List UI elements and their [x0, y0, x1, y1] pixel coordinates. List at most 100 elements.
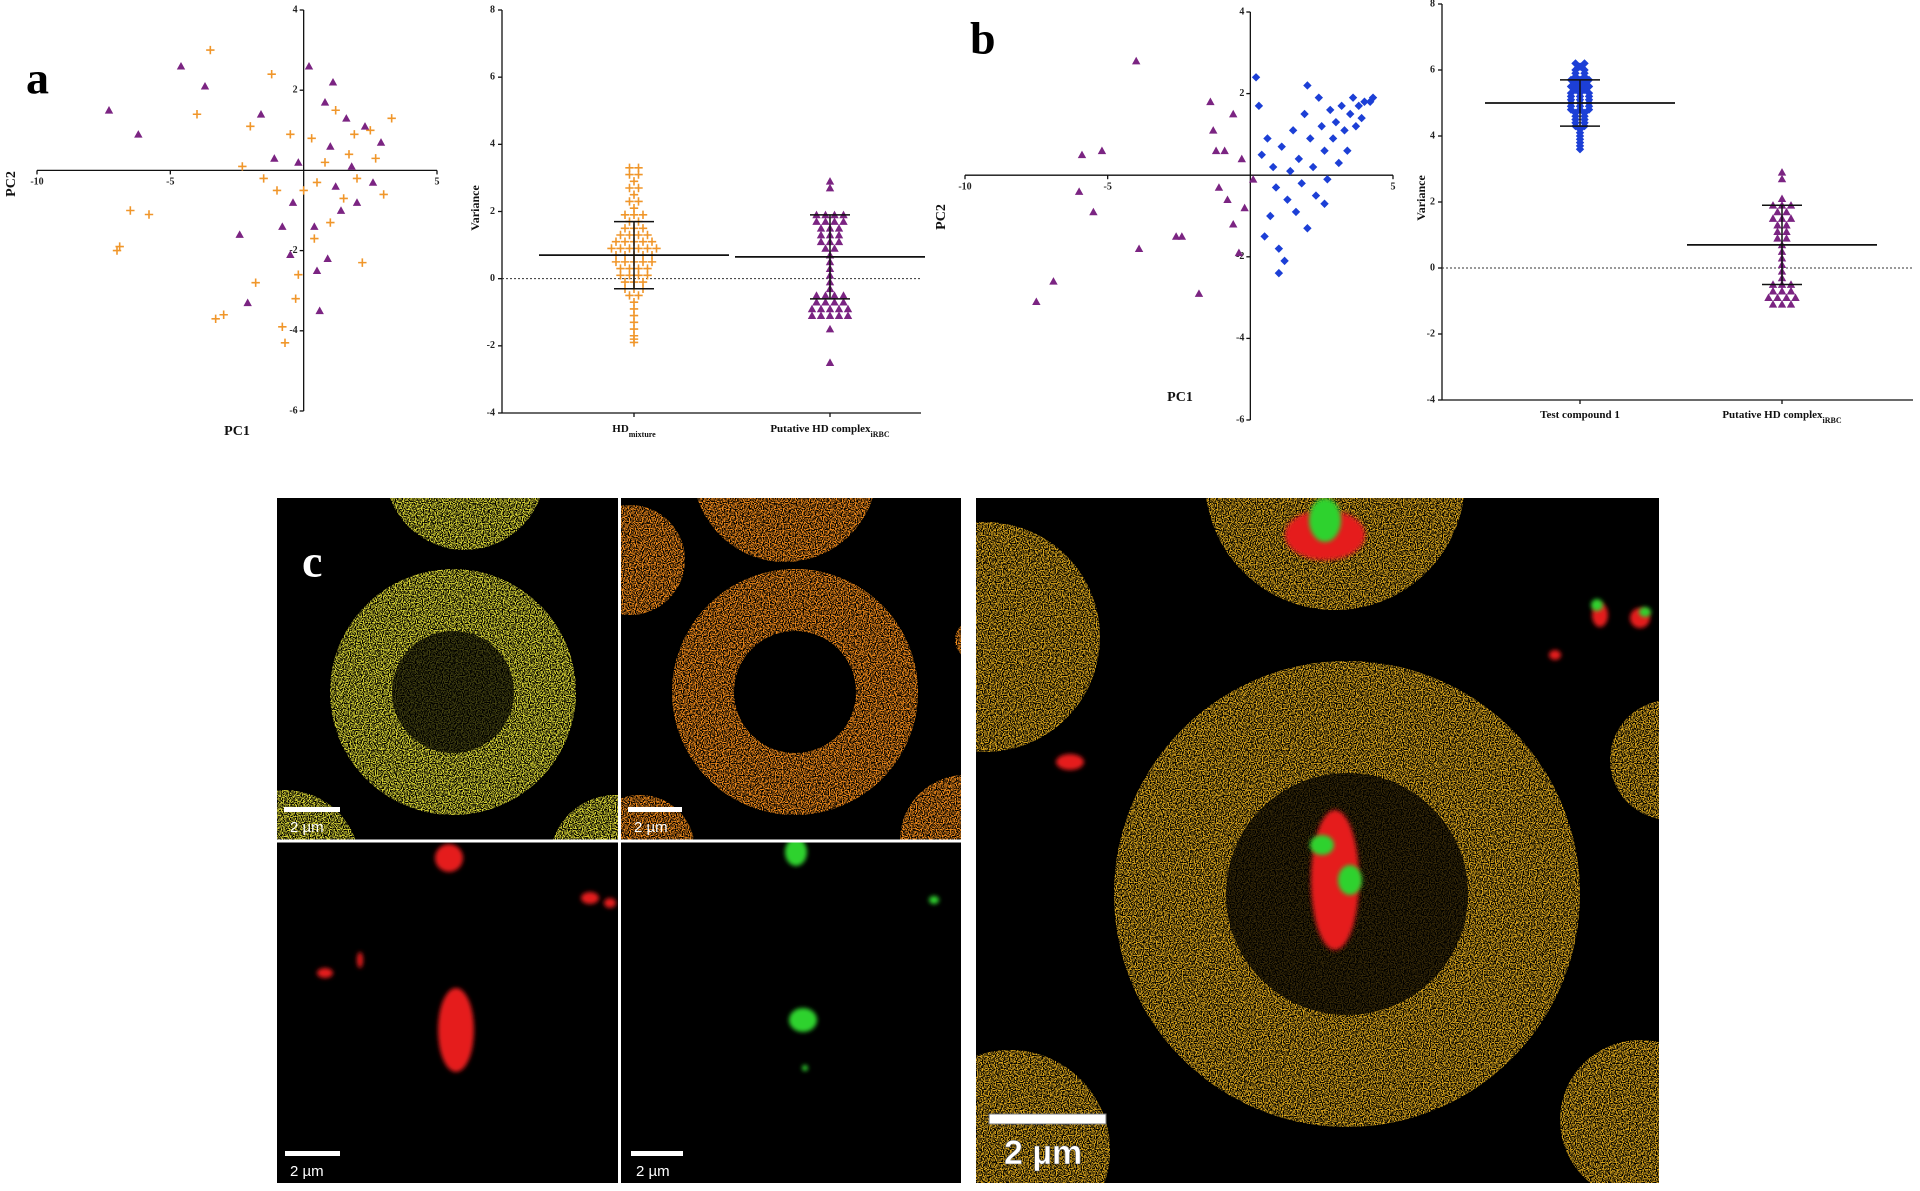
triangle-marker	[312, 266, 322, 275]
triangle-marker	[1773, 207, 1782, 216]
x-tick-label: -5	[1103, 181, 1111, 192]
y-tick-label: 4	[293, 4, 298, 15]
y-tick-label: 8	[1430, 0, 1435, 9]
plus-marker	[620, 237, 630, 246]
plus-marker	[629, 334, 639, 344]
y-tick-label: 2	[293, 84, 298, 95]
triangle-marker	[1782, 293, 1791, 302]
triangle-marker	[1223, 195, 1232, 204]
plus-marker	[126, 206, 135, 215]
triangle-marker	[1074, 187, 1084, 195]
plus-marker	[259, 174, 268, 183]
triangle-marker	[1211, 146, 1221, 155]
triangle-marker	[1773, 227, 1782, 236]
diamond-marker	[1283, 195, 1292, 204]
triangle-marker	[825, 183, 835, 192]
x-tick-label: Test compound 1	[1540, 409, 1620, 421]
triangle-marker	[1248, 175, 1258, 183]
diamond-marker	[1286, 166, 1295, 176]
y-tick-label: 2	[1239, 88, 1244, 99]
diamond-marker	[1337, 101, 1346, 111]
plus-marker	[625, 244, 634, 253]
x-tick-label: -10	[958, 181, 971, 192]
triangle-marker	[812, 297, 821, 306]
diamond-marker	[1260, 232, 1269, 241]
diamond-marker	[1303, 224, 1312, 233]
triangle-marker	[200, 81, 210, 90]
triangle-marker	[1786, 286, 1796, 295]
plus-marker	[625, 230, 634, 240]
panel-label: b	[970, 13, 996, 64]
triangle-marker	[821, 291, 830, 299]
diamond-marker	[1571, 79, 1580, 88]
diamond-marker	[1580, 79, 1589, 88]
triangle-marker	[834, 304, 844, 313]
triangle-marker	[315, 306, 324, 315]
plus-marker	[115, 242, 124, 251]
y-tick-label: 4	[1239, 6, 1244, 17]
diamond-marker	[1300, 109, 1309, 119]
diamond-marker	[1354, 101, 1363, 111]
y-tick-label: -6	[289, 405, 297, 416]
micrograph-red	[277, 842, 618, 1183]
triangle-marker	[256, 110, 266, 118]
scale-label: 2 µm	[290, 1163, 324, 1180]
triangle-marker	[821, 297, 830, 306]
diamond-marker	[1575, 145, 1585, 154]
x-tick-label: HDmixture	[612, 423, 656, 439]
triangle-marker	[1229, 109, 1238, 118]
triangle-marker	[816, 224, 826, 232]
error-bar	[1560, 79, 1600, 127]
triangle-marker	[1077, 150, 1087, 159]
y-tick-label: 8	[490, 4, 495, 15]
triangle-marker	[360, 122, 370, 130]
category-name: Putative HD complex	[770, 423, 871, 435]
triangle-marker	[830, 297, 839, 306]
triangle-marker	[816, 230, 826, 239]
y-tick-label: -2	[289, 245, 297, 256]
plus-marker	[219, 310, 228, 319]
triangle-marker	[323, 254, 332, 262]
triangle-marker	[243, 298, 252, 307]
y-tick-label: -2	[1236, 251, 1244, 262]
y-tick-label: 2	[490, 206, 495, 217]
diamond-marker	[1326, 105, 1335, 115]
triangle-marker	[1768, 214, 1778, 222]
diamond-marker	[1320, 146, 1329, 155]
y-tick-label: -4	[1427, 394, 1435, 405]
diamond-marker	[1320, 199, 1329, 208]
plus-marker	[307, 134, 316, 143]
triangle-marker	[1782, 234, 1791, 242]
triangle-marker	[1209, 126, 1218, 134]
error-bar	[1762, 204, 1802, 286]
triangle-marker	[1777, 174, 1787, 183]
triangle-marker	[807, 311, 817, 319]
diamond-marker	[1308, 162, 1318, 172]
diamond-marker	[1294, 154, 1304, 164]
plus-marker	[647, 237, 657, 246]
category-name: HD	[612, 423, 629, 435]
diamond-marker	[1291, 207, 1301, 217]
triangle-marker	[1177, 232, 1187, 240]
triangle-marker	[812, 217, 821, 225]
triangle-marker	[1132, 56, 1141, 65]
triangle-marker	[1786, 214, 1796, 222]
triangle-marker	[1089, 207, 1098, 216]
triangle-marker	[843, 311, 853, 319]
triangle-marker	[376, 138, 386, 146]
triangle-marker	[1773, 293, 1782, 302]
diamond-marker	[1271, 183, 1281, 192]
plus-marker	[634, 291, 643, 300]
plus-marker	[611, 237, 621, 246]
y-tick-label: 4	[1430, 130, 1435, 141]
diamond-marker	[1277, 142, 1286, 151]
plus-marker	[344, 150, 354, 159]
diamond-marker	[1297, 179, 1306, 188]
diamond-marker	[1571, 72, 1580, 81]
triangle-marker	[1791, 293, 1800, 302]
diamond-marker	[1340, 126, 1349, 135]
plus-marker	[238, 162, 247, 171]
x-axis-title: PC1	[224, 424, 250, 439]
y-tick-label: 6	[1430, 64, 1435, 75]
triangle-marker	[839, 291, 848, 299]
